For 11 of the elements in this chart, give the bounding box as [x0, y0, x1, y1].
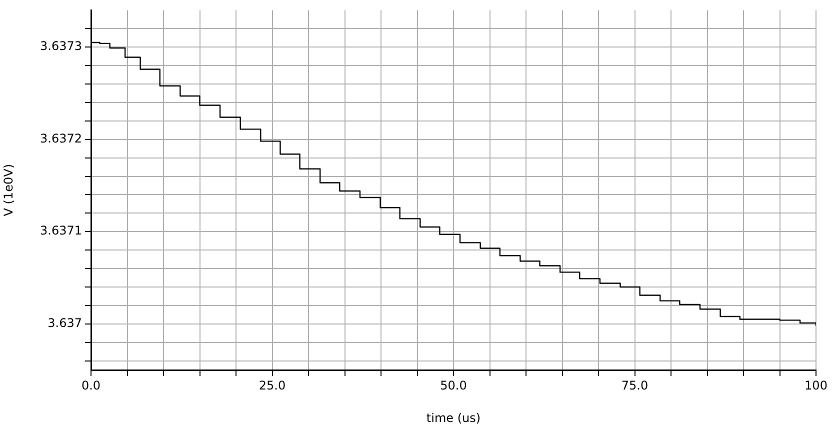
y-axis-title: V (1e0V) [1, 164, 16, 216]
x-axis-title: time (us) [426, 410, 481, 425]
x-tick-label: 0.0 [81, 378, 101, 392]
y-tick-label: 3.6373 [40, 39, 82, 54]
x-tick-label: 25.0 [258, 378, 286, 392]
y-tick-label: 3.6371 [40, 224, 82, 238]
y-tick-label: 3.637 [48, 316, 82, 330]
x-tick-label: 100 [804, 378, 828, 392]
x-tick-label: 75.0 [621, 378, 648, 392]
y-tick-label: 3.6372 [40, 131, 82, 146]
x-tick-label: 50.0 [440, 378, 467, 392]
